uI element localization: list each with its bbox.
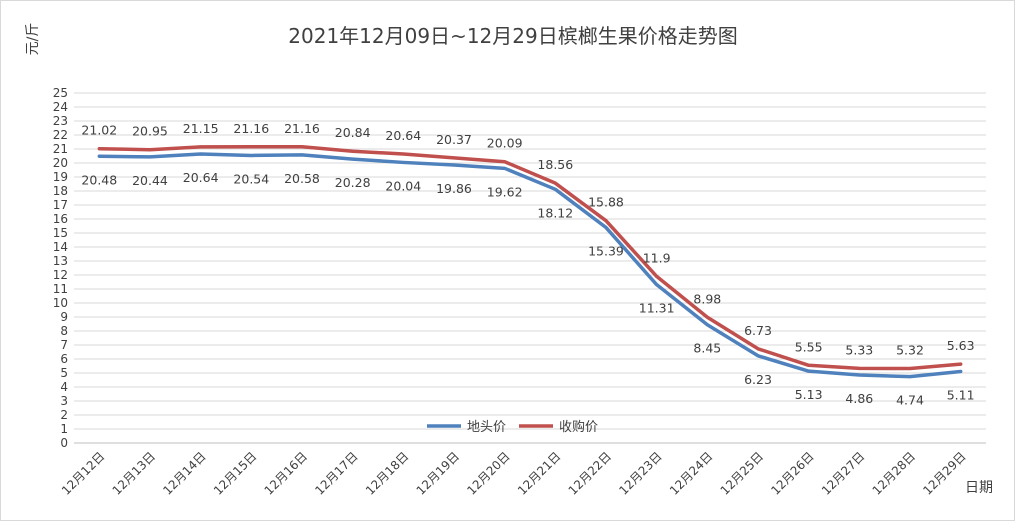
data-label: 11.31	[639, 301, 675, 316]
data-label: 20.54	[233, 171, 269, 186]
data-label: 20.48	[81, 172, 117, 187]
x-tick-label: 12月29日	[920, 449, 968, 497]
y-tick-label: 18	[53, 184, 68, 198]
data-label: 15.39	[588, 244, 624, 259]
y-tick-label: 16	[53, 212, 68, 226]
y-tick-label: 15	[53, 226, 68, 240]
data-label: 5.11	[947, 387, 975, 402]
data-label: 20.09	[487, 136, 523, 151]
y-tick-label: 4	[60, 380, 68, 394]
y-tick-label: 17	[53, 198, 68, 212]
data-label: 20.64	[183, 170, 219, 185]
y-tick-label: 6	[60, 352, 68, 366]
series-line	[97, 152, 963, 379]
data-label: 5.32	[896, 343, 924, 358]
data-label: 4.86	[845, 391, 873, 406]
x-tick-label: 12月13日	[110, 449, 158, 497]
y-tick-label: 12	[53, 268, 68, 282]
data-label: 21.16	[284, 121, 320, 136]
x-tick-label: 12月27日	[819, 449, 867, 497]
y-axis-title: 元/斤	[25, 23, 41, 56]
data-label: 20.95	[132, 124, 168, 139]
data-labels: 20.48 20.44 20.64 20.54 20.58 20.28 20.04 19.86…	[81, 121, 974, 408]
x-tick-label: 12月16日	[262, 449, 310, 497]
data-label: 20.37	[436, 132, 472, 147]
chart-title: 2021年12月09日~12月29日槟榔生果价格走势图	[288, 24, 737, 48]
data-label: 21.15	[183, 121, 219, 136]
data-label: 5.55	[795, 339, 823, 354]
gridlines	[74, 92, 986, 444]
data-label: 8.98	[693, 291, 721, 306]
data-label: 5.33	[845, 342, 873, 357]
x-tick-label: 12月21日	[515, 449, 563, 497]
legend-label: 地头价	[467, 420, 506, 435]
y-tick-label: 11	[53, 282, 68, 296]
data-label: 20.84	[335, 125, 371, 140]
y-tick-label: 3	[60, 394, 68, 408]
y-tick-label: 25	[53, 86, 68, 100]
legend-label: 收购价	[559, 419, 598, 435]
y-tick-label: 7	[60, 338, 68, 352]
data-label: 6.73	[744, 323, 772, 338]
data-label: 20.04	[385, 178, 421, 193]
y-tick-label: 14	[53, 240, 68, 254]
x-tick-label: 12月17日	[312, 449, 360, 497]
data-label: 18.56	[537, 157, 573, 172]
x-tick-label: 12月15日	[211, 449, 259, 497]
y-axis-ticks: 0123456789101112131415161718192021222324…	[53, 86, 68, 450]
x-axis-ticks: 12月12日 12月13日 12月14日 12月15日 12月16日 12月17日 12月1…	[59, 449, 969, 497]
data-label: 19.86	[436, 181, 472, 196]
y-tick-label: 22	[53, 128, 68, 142]
data-label: 5.63	[947, 338, 975, 353]
y-tick-label: 5	[60, 366, 68, 380]
x-axis-title: 日期	[965, 480, 993, 496]
x-tick-label: 12月22日	[566, 449, 614, 497]
data-label: 20.58	[284, 171, 320, 186]
y-tick-label: 2	[60, 408, 68, 422]
y-tick-label: 24	[53, 100, 68, 114]
data-label: 20.28	[335, 175, 371, 190]
x-tick-label: 12月25日	[718, 449, 766, 497]
x-tick-label: 12月19日	[414, 449, 462, 497]
data-label: 15.88	[588, 195, 624, 210]
data-label: 19.62	[487, 184, 523, 199]
data-label: 5.13	[795, 387, 823, 402]
x-tick-label: 12月26日	[768, 449, 816, 497]
x-tick-label: 12月18日	[363, 449, 411, 497]
data-label: 4.74	[896, 393, 924, 408]
series-lines	[97, 145, 963, 379]
y-tick-label: 0	[60, 436, 68, 450]
data-label: 20.44	[132, 173, 168, 188]
data-label: 20.64	[385, 128, 421, 143]
legend: 地头价 收购价	[427, 419, 598, 435]
data-label: 18.12	[537, 205, 573, 220]
x-tick-label: 12月12日	[59, 449, 107, 497]
data-label: 21.02	[81, 123, 117, 138]
y-tick-label: 19	[53, 170, 68, 184]
y-tick-label: 8	[60, 324, 68, 338]
data-label: 8.45	[693, 341, 721, 356]
x-tick-label: 12月28日	[870, 449, 918, 497]
y-tick-label: 13	[53, 254, 68, 268]
data-label: 21.16	[233, 121, 269, 136]
y-tick-label: 23	[53, 114, 68, 128]
x-tick-label: 12月20日	[464, 449, 512, 497]
y-tick-label: 20	[53, 156, 68, 170]
y-tick-label: 10	[53, 296, 68, 310]
y-tick-label: 1	[60, 422, 68, 436]
series-line	[97, 145, 963, 371]
x-tick-label: 12月24日	[667, 449, 715, 497]
x-tick-label: 12月23日	[616, 449, 664, 497]
x-tick-label: 12月14日	[160, 449, 208, 497]
data-label: 11.9	[643, 250, 671, 265]
y-tick-label: 9	[60, 310, 68, 324]
data-label: 6.23	[744, 372, 772, 387]
y-tick-label: 21	[53, 142, 68, 156]
